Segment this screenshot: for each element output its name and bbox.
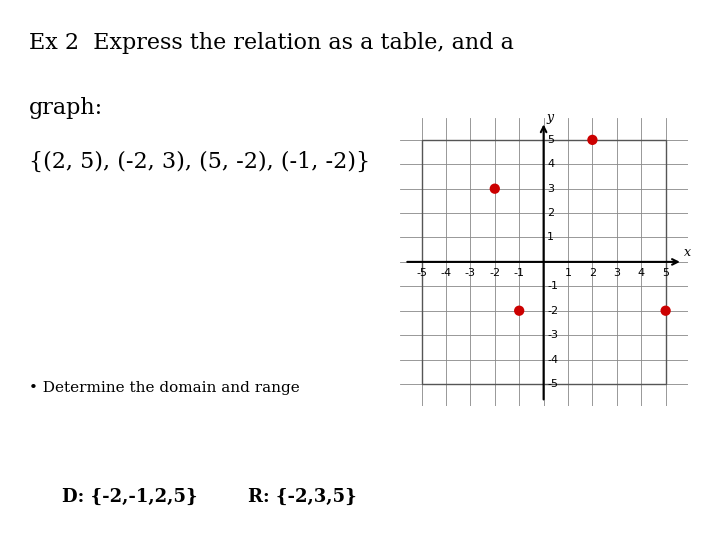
Text: 4: 4 [638, 268, 645, 278]
Text: graph:: graph: [29, 97, 103, 119]
Text: -4: -4 [441, 268, 451, 278]
Text: -3: -3 [547, 330, 558, 340]
Text: -2: -2 [489, 268, 500, 278]
Text: 5: 5 [547, 135, 554, 145]
Point [489, 184, 500, 193]
Text: x: x [684, 246, 691, 259]
Text: 1: 1 [547, 233, 554, 242]
Text: Ex 2  Express the relation as a table, and a: Ex 2 Express the relation as a table, an… [29, 32, 513, 55]
Text: -2: -2 [547, 306, 559, 316]
Text: -5: -5 [547, 379, 558, 389]
Text: {(2, 5), (-2, 3), (5, -2), (-1, -2)}: {(2, 5), (-2, 3), (5, -2), (-1, -2)} [29, 151, 370, 173]
Text: y: y [546, 111, 554, 124]
Text: R: {-2,3,5}: R: {-2,3,5} [248, 488, 357, 506]
Point [660, 306, 671, 315]
Text: 4: 4 [547, 159, 554, 169]
Point [587, 136, 598, 144]
Text: 1: 1 [564, 268, 572, 278]
Text: 5: 5 [662, 268, 669, 278]
Text: D: {-2,-1,2,5}: D: {-2,-1,2,5} [62, 488, 197, 506]
Bar [422, 140, 665, 384]
Text: 2: 2 [547, 208, 554, 218]
Text: -1: -1 [547, 281, 558, 291]
Text: 2: 2 [589, 268, 596, 278]
Text: -5: -5 [416, 268, 427, 278]
Point [513, 306, 525, 315]
Text: -3: -3 [465, 268, 476, 278]
Text: -4: -4 [547, 355, 559, 365]
Text: 3: 3 [613, 268, 621, 278]
Text: -1: -1 [513, 268, 525, 278]
Text: 3: 3 [547, 184, 554, 194]
Text: • Determine the domain and range: • Determine the domain and range [29, 381, 300, 395]
